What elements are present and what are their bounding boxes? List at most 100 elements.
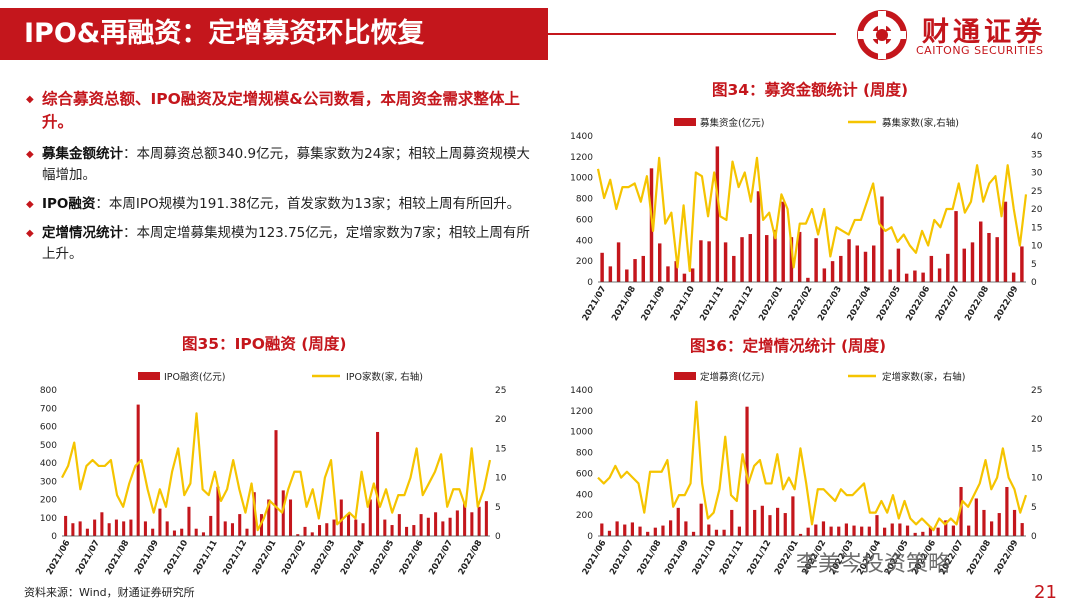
bar	[970, 242, 975, 282]
bar	[863, 251, 868, 282]
bar	[797, 231, 802, 282]
chart-title-fig35: 图35：IPO融资 (周度)	[182, 335, 347, 353]
bar	[354, 519, 358, 536]
x-axis-tick: 2022/06	[904, 284, 932, 322]
page-title: IPO&再融资：定增募资环比恢复	[0, 8, 548, 60]
x-axis-tick: 2022/02	[787, 284, 815, 322]
right-axis-tick: 15	[1031, 223, 1042, 233]
bar	[682, 273, 687, 282]
x-axis-tick: 2022/05	[368, 538, 396, 576]
bar	[85, 528, 89, 536]
chart-title-fig36: 图36：定增情况统计 (周度)	[690, 337, 887, 355]
bar	[361, 523, 365, 536]
right-axis-tick: 40	[1031, 132, 1043, 142]
left-axis-tick: 500	[40, 441, 57, 451]
bar	[608, 266, 613, 282]
bar	[776, 507, 780, 536]
bar	[821, 521, 826, 536]
legend-line-label: IPO家数(家, 右轴)	[346, 371, 423, 383]
bar	[405, 526, 409, 537]
bar	[765, 235, 769, 282]
bullet-lead: 综合募资总额、IPO融资及定增规模&公司数看，本周资金需求整体上升。	[26, 88, 532, 134]
bar	[158, 508, 162, 537]
x-axis-tick: 2022/08	[457, 538, 485, 576]
bar	[78, 521, 82, 536]
bar	[987, 232, 991, 282]
bar	[904, 273, 909, 282]
x-axis-tick: 2022/08	[963, 284, 991, 322]
x-axis-tick: 2021/12	[728, 284, 756, 322]
chart-fig35: IPO融资(亿元) IPO家数(家, 右轴)0100200300400500600…	[40, 371, 507, 577]
bar	[303, 526, 307, 537]
bar	[296, 534, 300, 536]
right-axis-tick: 15	[1031, 444, 1042, 454]
bar	[448, 517, 452, 536]
bar	[625, 269, 629, 282]
right-axis-tick: 0	[495, 532, 501, 542]
x-axis-tick: 2021/10	[691, 538, 719, 576]
left-axis-tick: 200	[576, 257, 593, 267]
x-axis-tick: 2022/01	[757, 284, 785, 322]
bar	[630, 522, 634, 536]
bar	[829, 526, 833, 536]
x-axis-tick: 2021/11	[698, 284, 726, 322]
left-axis-tick: 600	[576, 469, 593, 479]
bar	[929, 255, 934, 282]
bar	[615, 521, 619, 536]
left-axis-tick: 1200	[570, 407, 593, 417]
bar	[412, 525, 416, 536]
bar	[484, 501, 488, 536]
bar	[822, 268, 827, 282]
bar	[852, 525, 856, 536]
bar	[136, 404, 140, 536]
bar	[600, 523, 604, 536]
bullet-private-placement: 定增情况统计：本周定增募集规模为123.75亿元，定增家数为7家；相较上周有所上…	[26, 223, 532, 265]
bar	[383, 519, 387, 536]
legend-bar-label: 募集资金(亿元)	[700, 117, 764, 129]
right-axis-tick: 25	[1031, 187, 1042, 197]
x-axis-tick: 2021/07	[74, 538, 102, 576]
bar	[676, 507, 680, 536]
x-axis-tick: 2022/07	[934, 284, 962, 322]
right-axis-tick: 25	[495, 386, 506, 396]
left-axis-tick: 400	[576, 236, 593, 246]
right-axis-tick: 0	[1031, 532, 1037, 542]
bar	[1003, 201, 1008, 282]
bar	[860, 526, 864, 536]
bar	[814, 238, 818, 282]
bar	[690, 268, 695, 282]
page-number: 21	[1034, 582, 1057, 603]
bullet-text: ：本周IPO规模为191.38亿元，首发家数为13家；相较上周有所回升。	[95, 196, 521, 212]
bar	[722, 529, 726, 536]
summary-bullets: 综合募资总额、IPO融资及定增规模&公司数看，本周资金需求整体上升。 募集金额统…	[26, 88, 532, 273]
right-axis-tick: 20	[495, 415, 507, 425]
left-axis-tick: 1400	[570, 132, 593, 142]
bullet-text: ：本周定增募集规模为123.75亿元，定增家数为7家；相较上周有所上升。	[42, 225, 530, 262]
bar	[806, 277, 810, 282]
bar	[748, 234, 752, 282]
logo-emblem-icon	[857, 10, 907, 60]
left-axis-tick: 0	[587, 278, 593, 288]
x-axis-tick: 2021/07	[608, 538, 636, 576]
bar	[967, 525, 971, 536]
bar	[946, 253, 950, 282]
right-axis-tick: 5	[1031, 260, 1037, 270]
bar	[699, 503, 703, 536]
bar	[71, 523, 75, 536]
chart-fig34: 募集资金(亿元) 募集家数(家,右轴)0200400600800100012001…	[570, 117, 1043, 323]
bar	[756, 191, 761, 282]
bar	[607, 530, 612, 536]
x-axis-tick: 2021/10	[669, 284, 697, 322]
x-axis-tick: 2022/04	[339, 538, 367, 576]
x-axis-tick: 2022/07	[427, 538, 455, 576]
bar	[730, 509, 734, 536]
bar	[638, 526, 642, 536]
bar	[740, 237, 744, 282]
x-axis-tick: 2022/09	[993, 284, 1021, 322]
bar	[194, 528, 198, 536]
company-logo: 财通证券 CAITONG SECURITIES	[850, 10, 1070, 60]
bar	[674, 261, 678, 282]
right-axis-tick: 10	[1031, 474, 1043, 484]
bar	[172, 530, 176, 536]
bar	[646, 531, 650, 536]
